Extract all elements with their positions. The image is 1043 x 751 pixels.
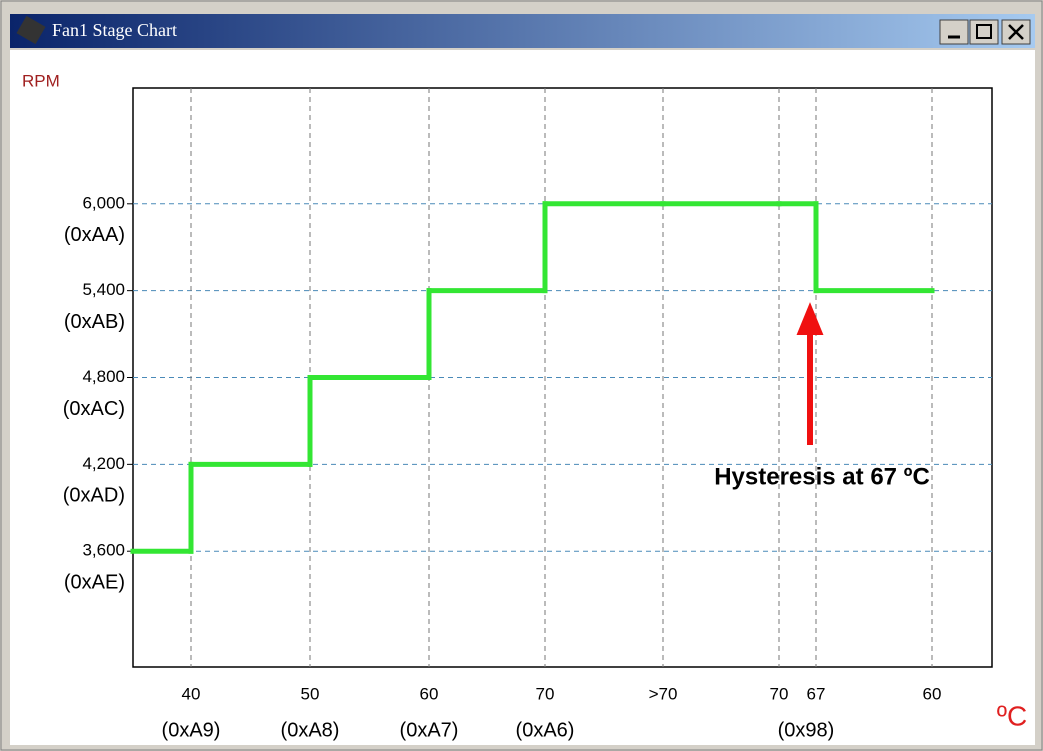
window-icon [16,15,46,45]
x-tick-sublabel: (0xA9) [162,719,221,741]
x-axis-label: ºC [997,700,1027,731]
y-tick-label: 4,800 [82,367,125,386]
x-tick-label: 60 [923,684,942,703]
x-tick-label: 40 [182,684,201,703]
y-axis-label: RPM [22,71,60,90]
x-tick-label: 60 [420,684,439,703]
y-tick-label: 5,400 [82,280,125,299]
title-bar [10,14,1035,48]
window-buttons [939,19,1031,45]
y-tick-sublabel: (0xAE) [64,571,125,593]
y-tick-sublabel: (0xAC) [63,398,125,420]
maximize-button[interactable] [969,19,999,45]
x-tick-label: 50 [301,684,320,703]
annotation-arrow [796,302,824,445]
y-tick-sublabel: (0xAD) [63,485,125,507]
maximize-glyph [976,24,992,39]
x-tick-label: 70 [770,684,789,703]
close-glyph [1008,24,1024,40]
chart: 3,600 (0xAE) 4,200 (0xAD) 4,800 (0xAC) 5,400 (0… [63,88,992,741]
annotation: Hysteresis at 67 ºC [714,463,930,490]
y-tick-label: 3,600 [82,541,125,560]
y-tick-sublabel: (0xAA) [64,224,125,246]
y-tick-label: 4,200 [82,454,125,473]
x-tick-sublabel: (0x98) [778,719,835,741]
minimize-button[interactable] [939,19,969,45]
x-tick-label: 70 [536,684,555,703]
y-tick-sublabel: (0xAB) [64,311,125,333]
x-tick-label: >70 [649,684,678,703]
x-tick-sublabel: (0xA6) [516,719,575,741]
y-tick-label: 6,000 [82,193,125,212]
x-tick-sublabel: (0xA7) [400,719,459,741]
x-tick-label: 67 [807,684,826,703]
window-title: Fan1 Stage Chart [52,20,177,40]
x-tick-sublabel: (0xA8) [281,719,340,741]
